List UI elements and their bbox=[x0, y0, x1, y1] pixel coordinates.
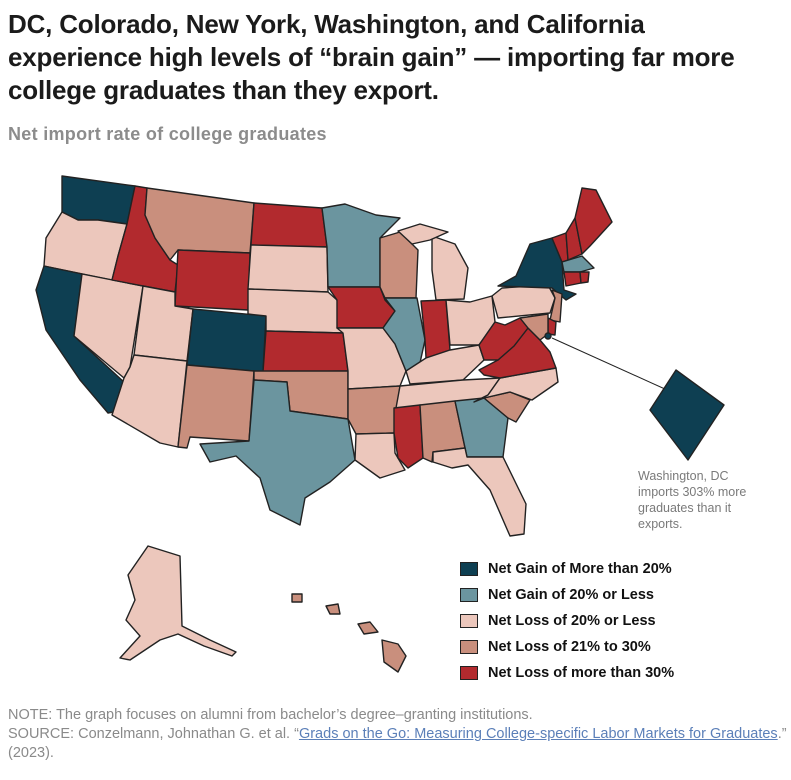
state-maine[interactable] bbox=[574, 187, 613, 255]
dc-leader-line bbox=[551, 337, 677, 395]
source-prefix: SOURCE: Conzelmann, Johnathan G. et al. … bbox=[8, 726, 299, 742]
state-maryland[interactable] bbox=[519, 313, 549, 341]
state-south-dakota[interactable] bbox=[247, 244, 329, 293]
state-colorado[interactable] bbox=[186, 308, 267, 373]
legend: Net Gain of More than 20% Net Gain of 20… bbox=[460, 556, 674, 686]
legend-label: Net Loss of 21% to 30% bbox=[488, 639, 651, 655]
state-north-carolina[interactable] bbox=[473, 367, 559, 403]
state-rhode-island[interactable] bbox=[579, 271, 590, 284]
legend-item: Net Loss of 20% or Less bbox=[460, 608, 674, 634]
legend-item: Net Gain of 20% or Less bbox=[460, 582, 674, 608]
state-hawaii-oahu[interactable] bbox=[325, 603, 341, 615]
state-michigan[interactable] bbox=[431, 235, 469, 301]
state-kansas[interactable] bbox=[262, 330, 349, 373]
state-mississippi[interactable] bbox=[393, 404, 424, 469]
note-line: NOTE: The graph focuses on alumni from b… bbox=[8, 707, 533, 723]
legend-swatch bbox=[460, 562, 478, 576]
state-michigan-upper[interactable] bbox=[397, 223, 449, 245]
chart-title: DC, Colorado, New York, Washington, and … bbox=[8, 9, 735, 105]
state-indiana[interactable] bbox=[420, 299, 451, 359]
source-suffix: .” (2023). bbox=[8, 726, 787, 761]
legend-label: Net Loss of more than 30% bbox=[488, 665, 675, 681]
footnote: NOTE: The graph focuses on alumni from b… bbox=[8, 706, 788, 763]
legend-item: Net Loss of 21% to 30% bbox=[460, 634, 674, 660]
state-arkansas[interactable] bbox=[347, 385, 401, 435]
legend-swatch bbox=[460, 614, 478, 628]
chart-subtitle: Net import rate of college graduates bbox=[8, 124, 327, 144]
state-florida[interactable] bbox=[432, 447, 527, 537]
legend-swatch bbox=[460, 588, 478, 602]
state-north-dakota[interactable] bbox=[250, 202, 328, 248]
legend-swatch bbox=[460, 666, 478, 680]
legend-swatch bbox=[460, 640, 478, 654]
state-hawaii-maui[interactable] bbox=[357, 621, 379, 635]
dc-annotation: Washington, DC imports 303% more graduat… bbox=[638, 469, 747, 531]
state-alaska[interactable] bbox=[119, 545, 237, 661]
source-link[interactable]: Grads on the Go: Measuring College-speci… bbox=[298, 726, 778, 742]
state-new-mexico[interactable] bbox=[177, 364, 255, 449]
legend-label: Net Gain of More than 20% bbox=[488, 561, 672, 577]
state-texas[interactable] bbox=[199, 379, 356, 526]
source-line: SOURCE: Conzelmann, Johnathan G. et al. … bbox=[8, 725, 788, 763]
state-connecticut[interactable] bbox=[563, 271, 582, 287]
state-hawaii-big-island[interactable] bbox=[381, 639, 407, 673]
state-hawaii-kauai[interactable] bbox=[291, 593, 303, 603]
legend-item: Net Gain of More than 20% bbox=[460, 556, 674, 582]
legend-label: Net Gain of 20% or Less bbox=[488, 587, 654, 603]
state-massachusetts[interactable] bbox=[561, 255, 595, 273]
us-choropleth-map bbox=[35, 175, 725, 673]
dc-marker bbox=[544, 332, 552, 340]
state-wyoming[interactable] bbox=[174, 249, 251, 311]
legend-label: Net Loss of 20% or Less bbox=[488, 613, 656, 629]
legend-item: Net Loss of more than 30% bbox=[460, 660, 674, 686]
state-district-of-columbia[interactable] bbox=[649, 369, 725, 461]
state-pennsylvania[interactable] bbox=[491, 284, 556, 319]
